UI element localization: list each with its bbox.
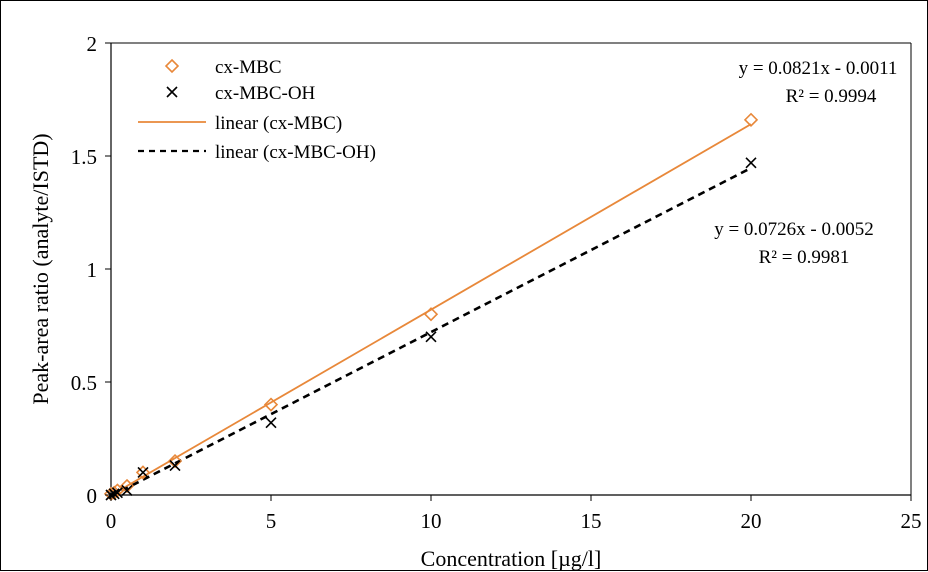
legend-label-linear-cx-mbc-oh: linear (cx-MBC-OH) [215, 142, 376, 163]
data-point-cx-mbc-oh [121, 484, 133, 497]
x-tick-label: 0 [106, 509, 117, 533]
tick-layer: 0 5 10 15 20 25 0 0.5 1 1.5 2 [71, 32, 922, 533]
data-point-cx-mbc-oh [265, 417, 277, 429]
data-point-cx-mbc-oh [169, 460, 181, 472]
data-point-cx-mbc [743, 112, 759, 127]
data-point-cx-mbc-oh [111, 487, 123, 499]
legend-marker-x [166, 86, 178, 98]
data-point-cx-mbc [135, 465, 151, 480]
y-axis-title: Peak-area ratio (analyte/ISTD) [28, 133, 53, 404]
legend: cx-MBC cx-MBC-OH linear (cx-MBC) linear … [138, 57, 376, 163]
equation-annotation-cx-mbc-oh: y = 0.0726x - 0.0052 R² = 0.9981 [714, 219, 874, 268]
legend-marker-diamond [164, 58, 180, 74]
y-tick-label: 0 [87, 484, 98, 508]
data-point-cx-mbc [167, 453, 183, 469]
legend-label-linear-cx-mbc: linear (cx-MBC) [215, 113, 342, 134]
x-tick-label: 10 [421, 509, 442, 533]
legend-label-cx-mbc-oh: cx-MBC-OH [215, 83, 316, 104]
data-point-cx-mbc-oh [425, 331, 437, 343]
trendline-cx-mbc [110, 123, 752, 497]
x-tick-label: 20 [741, 509, 762, 533]
x-tick-label: 5 [266, 509, 277, 533]
x-tick-label: 25 [901, 509, 922, 533]
r2-text-cx-mbc: R² = 0.9994 [786, 86, 877, 107]
plot-area [110, 42, 912, 496]
equation-text-cx-mbc-oh: y = 0.0726x - 0.0052 [714, 219, 874, 240]
data-point-cx-mbc-oh [137, 466, 149, 478]
y-tick-label: 1 [87, 258, 98, 282]
legend-label-cx-mbc: cx-MBC [215, 57, 282, 78]
data-point-cx-mbc [119, 478, 135, 494]
x-tick-label: 15 [581, 509, 602, 533]
data-point-cx-mbc [263, 397, 279, 412]
data-point-cx-mbc [423, 307, 439, 322]
data-point-cx-mbc-oh [745, 157, 757, 169]
equation-annotation-cx-mbc: y = 0.0821x - 0.0011 R² = 0.9994 [739, 58, 898, 107]
y-tick-label: 2 [87, 32, 98, 56]
equation-text-cx-mbc: y = 0.0821x - 0.0011 [739, 58, 898, 79]
r2-text-cx-mbc-oh: R² = 0.9981 [759, 247, 850, 268]
trendline-layer [110, 123, 752, 498]
x-axis-title: Concentration [µg/l] [421, 546, 602, 571]
y-tick-label: 0.5 [71, 371, 97, 395]
y-tick-label: 1.5 [71, 145, 97, 169]
trendline-cx-mbc-oh [110, 166, 752, 498]
